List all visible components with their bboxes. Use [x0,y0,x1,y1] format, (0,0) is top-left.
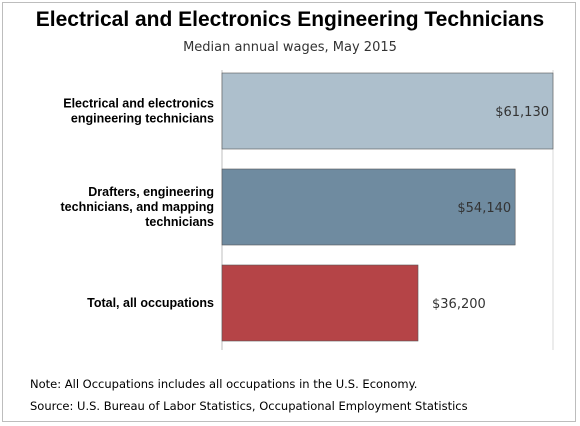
bar [221,168,516,246]
data-label: $61,130 [495,105,549,120]
category-label: engineering technicians [71,112,214,126]
bar [221,72,554,150]
chart-title: Electrical and Electronics Engineering T… [35,8,545,31]
category-label: Drafters, engineering [88,185,214,199]
bar [221,264,419,342]
category-label: technicians [145,215,214,229]
category-label: Total, all occupations [87,296,214,310]
data-label: $54,140 [457,201,511,216]
category-label: technicians, and mapping [61,200,215,214]
chart-subtitle: Median annual wages, May 2015 [183,40,397,55]
chart-note: Note: All Occupations includes all occup… [30,377,418,391]
chart-source: Source: U.S. Bureau of Labor Statistics,… [30,399,468,413]
data-label: $36,200 [432,297,486,312]
category-label: Electrical and electronics [63,97,214,111]
